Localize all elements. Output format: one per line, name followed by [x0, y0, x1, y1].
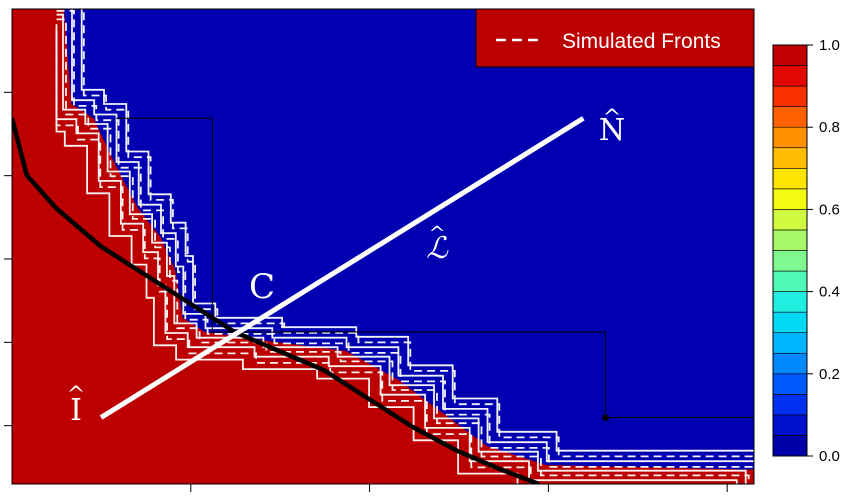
colorbar [772, 44, 808, 457]
colorbar-level-7 [772, 291, 808, 313]
legend: Simulated Fronts [475, 8, 755, 68]
front-3 [56, 10, 754, 468]
colorbar-tick-label: 0.4 [819, 284, 840, 301]
colorbar-frame [772, 44, 808, 457]
annotation-n-letter: N [599, 113, 625, 148]
colorbar-level-9 [772, 250, 808, 272]
annotation-c: C [249, 267, 275, 307]
colorbar-level-2 [772, 394, 808, 416]
annotation-i-letter: I [70, 393, 82, 428]
annotation-i-hat: ^ [67, 383, 85, 408]
colorbar-level-6 [772, 311, 808, 333]
colorbar-level-11 [772, 209, 808, 231]
x-axis-ticks [190, 484, 728, 492]
colorbar-ticks: 0.0 0.2 0.4 0.6 0.8 1.0 [807, 37, 840, 465]
colorbar-level-17 [772, 85, 808, 107]
annotation-n: ^ N [599, 106, 625, 148]
threshold-point [602, 414, 610, 421]
colorbar-level-15 [772, 126, 808, 149]
annotation-l-letter: ℒ [426, 231, 449, 266]
colorbar-level-14 [772, 147, 808, 169]
legend-box [475, 8, 755, 68]
threshold-box [115, 117, 754, 418]
colorbar-tick-label: 0.0 [819, 448, 840, 465]
annotation-l: ^ ℒ [426, 221, 449, 266]
front-0 [80, 9, 754, 452]
annotation-i: ^ I [67, 383, 85, 428]
colorbar-level-1 [772, 414, 808, 436]
annotation-n-hat: ^ [603, 106, 621, 131]
high-probability-region [12, 9, 754, 484]
colorbar-level-3 [772, 373, 808, 395]
front-6 [55, 24, 738, 484]
plot-frame [11, 8, 755, 485]
front-5 [56, 18, 750, 484]
front-8 [55, 36, 519, 484]
colorbar-level-0 [772, 435, 808, 457]
front-7 [55, 30, 532, 484]
colorbar-tick-label: 1.0 [819, 37, 840, 54]
y-axis-ticks [4, 91, 12, 427]
colorbar-level-5 [772, 332, 808, 354]
front-1 [82, 9, 754, 458]
plot-area [12, 9, 754, 484]
colorbar-tick-label: 0.8 [819, 119, 840, 136]
diagonal-line [99, 116, 585, 420]
annotation-l-hat: ^ [429, 221, 446, 245]
legend-label: Simulated Fronts [562, 30, 721, 53]
colorbar-tick-label: 0.2 [819, 366, 840, 383]
colorbar-level-19 [772, 44, 808, 66]
colorbar-level-16 [772, 106, 808, 128]
black-curve [12, 117, 540, 484]
colorbar-level-10 [772, 229, 808, 251]
front-4 [56, 13, 747, 484]
colorbar-level-8 [772, 270, 808, 292]
colorbar-level-18 [772, 65, 808, 87]
colorbar-level-12 [772, 188, 808, 210]
colorbar-level-4 [772, 352, 808, 375]
colorbar-level-13 [772, 168, 808, 190]
colorbar-tick-label: 0.6 [819, 201, 840, 218]
